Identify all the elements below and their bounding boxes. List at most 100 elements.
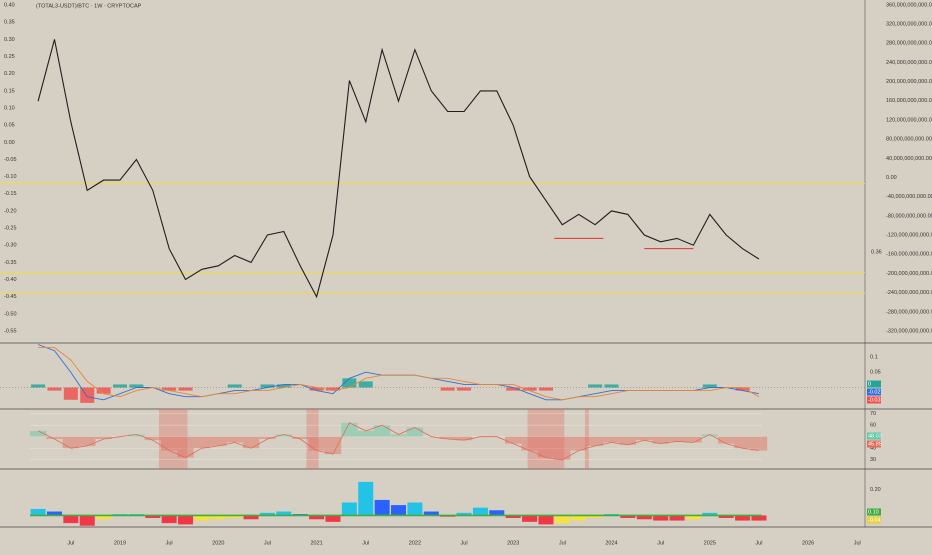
histogram-bar	[440, 387, 455, 391]
oscillator-area	[275, 434, 293, 437]
last-value-label: -0.02	[868, 389, 881, 395]
histogram-bar	[342, 378, 357, 388]
x-tick-label: 2020	[212, 540, 224, 546]
oscillator-area	[128, 434, 145, 437]
histogram-bar	[31, 384, 46, 388]
last-value-label: -0.04	[868, 517, 881, 523]
histogram-bar	[669, 515, 685, 521]
x-tick-label: Jul	[67, 540, 74, 546]
histogram-bar	[358, 481, 374, 516]
y2-tick-label: 200,000,000,000.00	[886, 79, 932, 85]
histogram-bar	[472, 507, 488, 516]
y2-tick-label: -280,000,000,000.00	[886, 309, 932, 315]
histogram-bar	[309, 387, 324, 391]
histogram-bar	[620, 515, 636, 518]
last-value-box	[867, 508, 881, 516]
price-tag: 0.36	[871, 249, 882, 255]
histogram-bar	[505, 515, 521, 518]
histogram-bar	[522, 515, 538, 522]
macd-line	[38, 347, 760, 401]
oscillator-area	[193, 436, 211, 449]
y2-tick-label: 120,000,000,000.00	[886, 117, 932, 123]
oscillator-area	[734, 436, 751, 449]
histogram-bar	[227, 384, 242, 388]
histogram-bar	[276, 511, 292, 516]
histogram-bar	[718, 515, 734, 518]
last-value-label: 48.03	[868, 433, 882, 439]
y2-tick-label: 80,000,000,000.00	[886, 137, 932, 143]
histogram-bar	[489, 510, 505, 516]
y2-tick-label: -200,000,000,000.00	[886, 271, 932, 277]
x-tick-label: Jul	[362, 540, 369, 546]
histogram-bar	[260, 384, 275, 388]
last-value-label: 0.10	[868, 509, 879, 515]
histogram-bar	[423, 511, 439, 516]
y2-tick-label: -160,000,000,000.00	[886, 252, 932, 258]
y2-tick-label: 320,000,000,000.00	[886, 21, 932, 27]
histogram-bar	[554, 515, 570, 524]
oscillator-area	[144, 436, 161, 441]
histogram-bar	[162, 387, 177, 391]
histogram-bar	[751, 515, 767, 521]
y-tick-label: 0.35	[4, 20, 15, 26]
y-tick-label: 0.05	[870, 370, 881, 376]
histogram-bar	[63, 515, 79, 524]
oscillator-area	[79, 436, 96, 446]
oscillator-area	[95, 436, 112, 439]
y-tick-label: 70	[870, 411, 876, 417]
last-value-box	[867, 388, 881, 396]
histogram-bar	[374, 499, 390, 516]
oscillator-area	[554, 436, 571, 460]
oscillator-area	[603, 436, 620, 443]
oscillator-area	[46, 436, 63, 439]
oscillator-area	[308, 436, 325, 451]
x-tick-label: Jul	[264, 540, 271, 546]
x-tick-label: 2023	[507, 540, 519, 546]
histogram-bar	[653, 515, 669, 521]
histogram-bar	[571, 515, 587, 521]
oscillator-area	[29, 430, 47, 437]
histogram-bar	[63, 387, 78, 400]
y-tick-label: -0.15	[4, 191, 17, 197]
y-tick-label: 30	[870, 457, 876, 463]
oscillator-area	[455, 436, 473, 441]
y2-tick-label: 160,000,000,000.00	[886, 98, 932, 104]
y-tick-label: -0.45	[4, 294, 17, 300]
histogram-bar	[358, 381, 373, 388]
oscillator-area	[505, 436, 522, 444]
x-tick-label: Jul	[657, 540, 664, 546]
y-tick-label: 0.15	[4, 88, 15, 94]
histogram-bar	[325, 387, 340, 391]
histogram-bar	[178, 387, 193, 391]
y-tick-label: -0.10	[4, 174, 17, 180]
histogram-bar	[194, 515, 210, 521]
y-tick-label: -0.40	[4, 277, 17, 283]
y-tick-label: -0.35	[4, 260, 17, 266]
oscillator-area	[242, 436, 260, 449]
y-tick-label: -0.20	[4, 208, 17, 214]
y-tick-label: -0.55	[4, 328, 17, 334]
y-tick-label: -0.30	[4, 243, 17, 249]
oscillator-area	[226, 436, 243, 443]
oscillator-area	[390, 434, 407, 437]
highlight-zone	[584, 409, 589, 469]
y2-tick-label: -240,000,000,000.00	[886, 290, 932, 296]
oscillator-area	[701, 434, 718, 437]
histogram-bar	[587, 515, 603, 518]
histogram-bar	[456, 512, 472, 516]
histogram-bar	[129, 384, 144, 388]
x-tick-label: 2026	[802, 540, 814, 546]
histogram-bar	[276, 384, 291, 388]
histogram-bar	[391, 505, 407, 516]
histogram-bar	[702, 384, 717, 388]
histogram-bar	[735, 387, 750, 391]
y-tick-label: 0.10	[4, 105, 15, 111]
y2-tick-label: 0.00	[886, 175, 897, 181]
histogram-bar	[178, 515, 194, 525]
histogram-bar	[113, 384, 127, 388]
y-tick-label: 0.40	[4, 3, 15, 9]
oscillator-area	[537, 436, 555, 458]
histogram-bar	[210, 515, 226, 520]
